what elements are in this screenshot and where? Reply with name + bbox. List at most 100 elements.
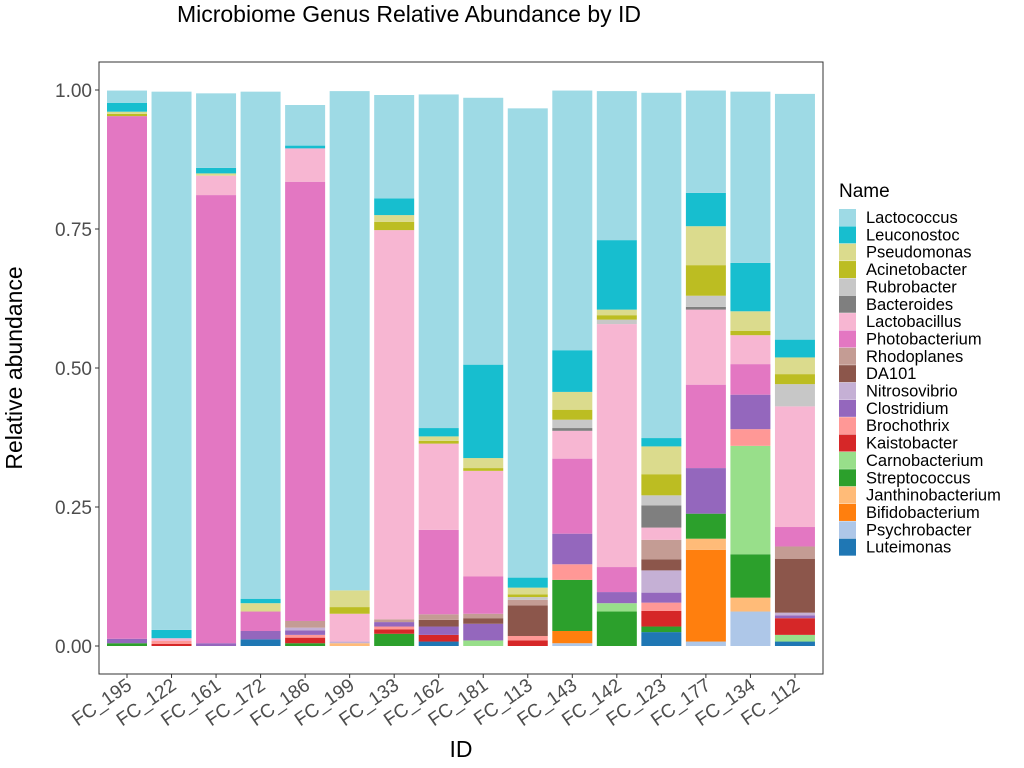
bar-segment xyxy=(196,175,237,196)
bar-segment xyxy=(552,430,593,459)
bar-segment xyxy=(196,93,237,168)
bar-segment xyxy=(329,613,370,642)
bar-segment xyxy=(641,592,682,603)
bar-segment xyxy=(151,638,192,641)
legend-label: Clostridium xyxy=(866,400,949,418)
legend-label: DA101 xyxy=(866,365,916,383)
bar-segment xyxy=(774,641,815,646)
bar-segment xyxy=(774,546,815,559)
bar-segment xyxy=(596,324,637,568)
bar-segment xyxy=(329,91,370,591)
bar-segment xyxy=(463,458,504,469)
legend-label: Lactococcus xyxy=(866,209,958,227)
bar-segment xyxy=(329,643,370,646)
bar-segment xyxy=(107,638,147,644)
bar-stack-fc_143 xyxy=(552,90,593,646)
legend-label: Nitrosovibrio xyxy=(866,383,958,401)
legend: Name LactococcusLeuconostocPseudomonasAc… xyxy=(839,181,1001,557)
bar-stack-fc_195 xyxy=(107,90,147,646)
bar-segment xyxy=(374,230,415,620)
bar-segment xyxy=(151,641,192,644)
bar-segment xyxy=(418,634,459,642)
bar-segment xyxy=(507,587,548,595)
bar-stack-fc_162 xyxy=(418,94,459,646)
bar-segment xyxy=(285,148,326,182)
legend-swatch xyxy=(839,382,856,400)
bar-segment xyxy=(418,614,459,620)
bar-segment xyxy=(374,626,415,630)
legend-swatch xyxy=(839,365,856,383)
bar-segment xyxy=(596,567,637,593)
bar-segment xyxy=(774,527,815,547)
y-tick-label: 1.00 xyxy=(55,81,92,102)
bar-segment xyxy=(596,309,637,316)
bar-stack-fc_133 xyxy=(374,95,415,646)
bar-segment xyxy=(507,597,548,600)
legend-label: Brochothrix xyxy=(866,417,950,435)
bar-segment xyxy=(418,626,459,635)
legend-swatch xyxy=(839,209,856,226)
legend-swatch xyxy=(839,503,856,521)
bar-segment xyxy=(596,315,637,320)
legend-label: Luteimonas xyxy=(866,539,951,557)
bar-segment xyxy=(552,564,593,580)
bar-stack-fc_199 xyxy=(329,91,370,646)
legend-swatch xyxy=(839,434,856,452)
bar-stack-fc_161 xyxy=(196,93,237,646)
bar-segment xyxy=(641,602,682,611)
bar-segment xyxy=(730,91,771,263)
bar-segment xyxy=(240,611,281,631)
bar-segment xyxy=(685,549,726,642)
bar-segment xyxy=(596,603,637,612)
bar-segment xyxy=(196,167,237,174)
bar-segment xyxy=(418,619,459,627)
bar-stack-fc_186 xyxy=(285,105,326,646)
bar-segment xyxy=(641,539,682,560)
bar-segment xyxy=(730,364,771,395)
y-axis: 0.00 0.25 0.50 0.75 1.00 xyxy=(55,81,99,658)
bar-segment xyxy=(596,91,637,241)
bar-segment xyxy=(730,262,771,312)
bar-segment xyxy=(774,406,815,528)
bar-segment xyxy=(641,610,682,627)
bar-segment xyxy=(685,384,726,469)
bar-segment xyxy=(418,440,459,444)
bar-segment xyxy=(418,641,459,646)
bar-segment xyxy=(596,319,637,325)
legend-label: Carnobacterium xyxy=(866,452,983,470)
bar-segment xyxy=(685,309,726,385)
bar-segment xyxy=(685,538,726,550)
bar-stacks xyxy=(107,90,815,646)
bar-segment xyxy=(730,330,771,336)
bar-segment xyxy=(463,623,504,641)
bar-segment xyxy=(730,611,771,646)
bar-segment xyxy=(552,419,593,429)
bar-segment xyxy=(685,641,726,646)
bar-segment xyxy=(329,590,370,608)
bar-segment xyxy=(507,599,548,606)
bar-segment xyxy=(285,630,326,635)
legend-label: Kaistobacter xyxy=(866,435,958,453)
bar-segment xyxy=(240,91,281,599)
chart-title: Microbiome Genus Relative Abundance by I… xyxy=(177,1,641,27)
bar-segment xyxy=(240,598,281,604)
bar-segment xyxy=(730,335,771,365)
bar-segment xyxy=(641,474,682,496)
legend-label: Lactobacillus xyxy=(866,313,961,331)
y-tick-label: 0.25 xyxy=(55,498,92,519)
legend-label: Rhodoplanes xyxy=(866,348,963,366)
bar-segment xyxy=(730,429,771,446)
bar-segment xyxy=(151,91,192,630)
bar-segment xyxy=(374,221,415,231)
legend-label: Rubrobacter xyxy=(866,278,957,296)
legend-swatch xyxy=(839,538,856,556)
bar-segment xyxy=(641,438,682,447)
bar-segment xyxy=(641,632,682,646)
bar-segment xyxy=(463,364,504,459)
y-axis-label: Relative abundance xyxy=(1,266,27,469)
bar-segment xyxy=(107,111,147,114)
bar-segment xyxy=(418,428,459,437)
legend-label: Psychrobacter xyxy=(866,521,972,539)
bar-stack-fc_177 xyxy=(685,90,726,646)
